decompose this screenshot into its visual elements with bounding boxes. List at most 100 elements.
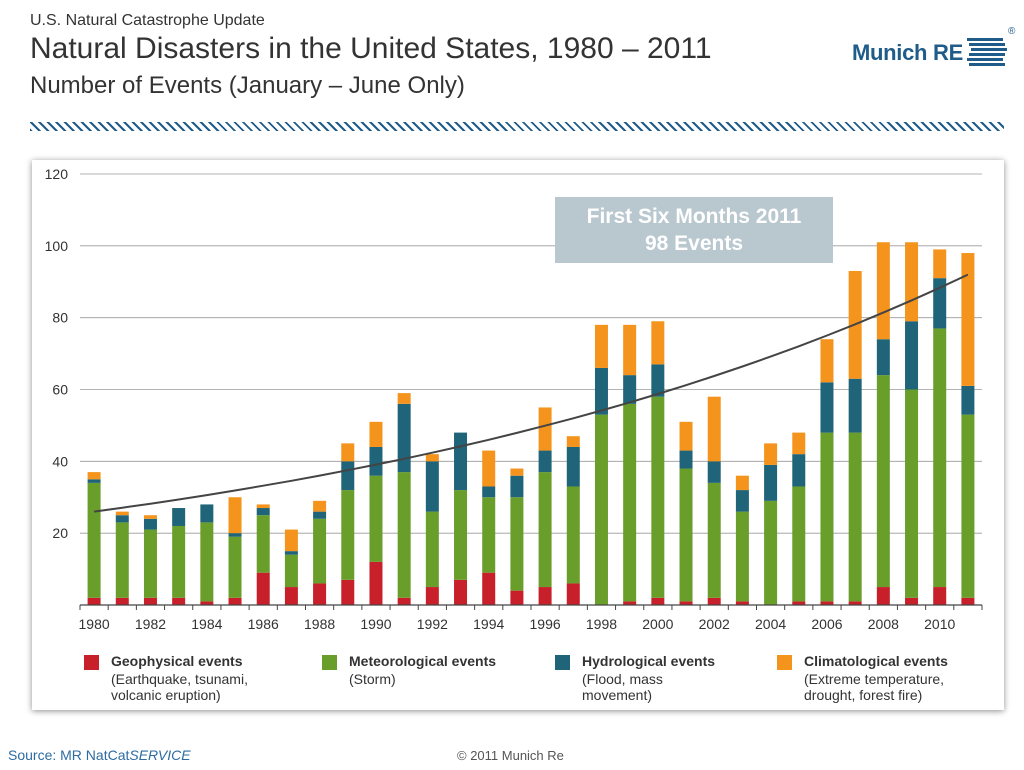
bar-1995-hydrological [510,475,524,498]
bar-1999-hydrological [623,375,637,404]
bar-1982-geophysical [143,597,157,605]
bar-1990-geophysical [369,561,383,605]
source-service: SERVICE [129,747,191,763]
y-tick-label: 80 [52,310,68,326]
bar-1996-hydrological [538,450,552,473]
bar-1997-hydrological [566,446,580,487]
bar-2005-hydrological [792,454,806,487]
bar-1998-hydrological [594,367,608,415]
bar-1980-climatological [87,472,101,480]
bar-1997-geophysical [566,583,580,605]
logo-registered-mark: ® [1008,26,1016,37]
legend-swatch-geophysical [84,655,99,670]
x-tick-label: 2010 [924,616,955,632]
bar-1980-hydrological [87,479,101,483]
bar-1997-meteorological [566,486,580,584]
x-tick-label: 1996 [530,616,561,632]
bar-1987-meteorological [284,554,298,588]
bar-2005-geophysical [792,601,806,605]
bar-1990-climatological [369,421,383,447]
bar-1988-hydrological [313,511,327,519]
bar-1989-climatological [341,443,355,462]
bar-2009-hydrological [905,321,919,390]
page-subtitle: Number of Events (January – June Only) [30,72,465,99]
bar-1995-geophysical [510,590,524,605]
bar-2010-hydrological [933,278,947,329]
bar-1987-hydrological [284,551,298,555]
bar-1999-meteorological [623,403,637,602]
bar-2004-meteorological [764,500,778,605]
bar-2002-hydrological [707,461,721,483]
bar-2003-meteorological [735,511,749,602]
bar-2000-meteorological [651,396,665,598]
bar-2007-meteorological [848,432,862,602]
bar-2006-meteorological [820,432,834,602]
bar-1987-geophysical [284,587,298,605]
bar-1983-geophysical [172,597,186,605]
munich-re-logo: Munich RE ® [852,26,1015,68]
x-tick-label: 1988 [304,616,335,632]
source-prefix: Source: MR NatCat [8,747,130,763]
bar-1981-geophysical [115,597,129,605]
bar-1993-hydrological [454,432,468,491]
bar-2005-meteorological [792,486,806,602]
y-tick-label: 120 [45,166,69,182]
bar-1985-hydrological [228,533,242,537]
x-tick-label: 1994 [473,616,504,632]
bar-1992-geophysical [425,587,439,605]
bar-1990-meteorological [369,475,383,562]
bar-2008-geophysical [876,587,890,605]
bar-2010-geophysical [933,587,947,605]
bar-1991-meteorological [397,472,411,598]
header-hatch-divider [30,122,1004,131]
bar-1989-geophysical [341,579,355,605]
bar-1992-meteorological [425,511,439,588]
page-title: Natural Disasters in the United States, … [30,32,712,65]
x-tick-label: 2008 [868,616,899,632]
bar-1980-geophysical [87,597,101,605]
bar-1991-geophysical [397,597,411,605]
bar-1989-hydrological [341,461,355,491]
bar-1988-meteorological [313,518,327,584]
logo-stripes-icon [966,38,1007,66]
copyright-note: © 2011 Munich Re [457,748,564,763]
x-tick-label: 1982 [135,616,166,632]
y-tick-label: 20 [52,525,68,541]
bar-1991-climatological [397,393,411,404]
bar-2009-geophysical [905,597,919,605]
y-tick-label: 40 [52,453,68,469]
bar-2009-climatological [905,242,919,322]
bar-2011-meteorological [961,414,975,598]
bar-2001-hydrological [679,450,693,469]
bar-2003-hydrological [735,490,749,512]
bar-2005-climatological [792,432,806,455]
bar-1985-geophysical [228,597,242,605]
bar-1986-hydrological [256,508,270,516]
bar-1981-meteorological [115,522,129,598]
bar-2011-hydrological [961,385,975,415]
bar-2006-climatological [820,339,834,383]
bar-1998-meteorological [594,414,608,605]
bar-1987-climatological [284,529,298,552]
callout-line-2: 98 Events [644,232,744,255]
bar-1982-climatological [143,515,157,519]
chart-callout: First Six Months 2011 98 Events [555,197,833,263]
stacked-bar-chart: 20 40 60 80 100 120 1980 1982 1984 1986 1988 1990 19… [45,166,983,632]
bar-1986-geophysical [256,572,270,605]
x-tick-label: 1984 [191,616,222,632]
x-tick-label: 1990 [360,616,391,632]
bar-2001-climatological [679,421,693,451]
x-tick-label: 1980 [79,616,110,632]
bar-2007-geophysical [848,601,862,605]
bar-2001-meteorological [679,468,693,602]
bar-2006-geophysical [820,601,834,605]
bar-1980-meteorological [87,482,101,598]
bar-2008-hydrological [876,339,890,376]
legend-label-geophysical: Geophysical events [111,653,243,669]
bar-1992-climatological [425,454,439,462]
trend-line [93,273,969,513]
bar-1998-climatological [594,324,608,368]
legend-swatch-hydrological [555,655,570,670]
y-tick-label: 60 [52,382,68,398]
bar-2001-geophysical [679,601,693,605]
